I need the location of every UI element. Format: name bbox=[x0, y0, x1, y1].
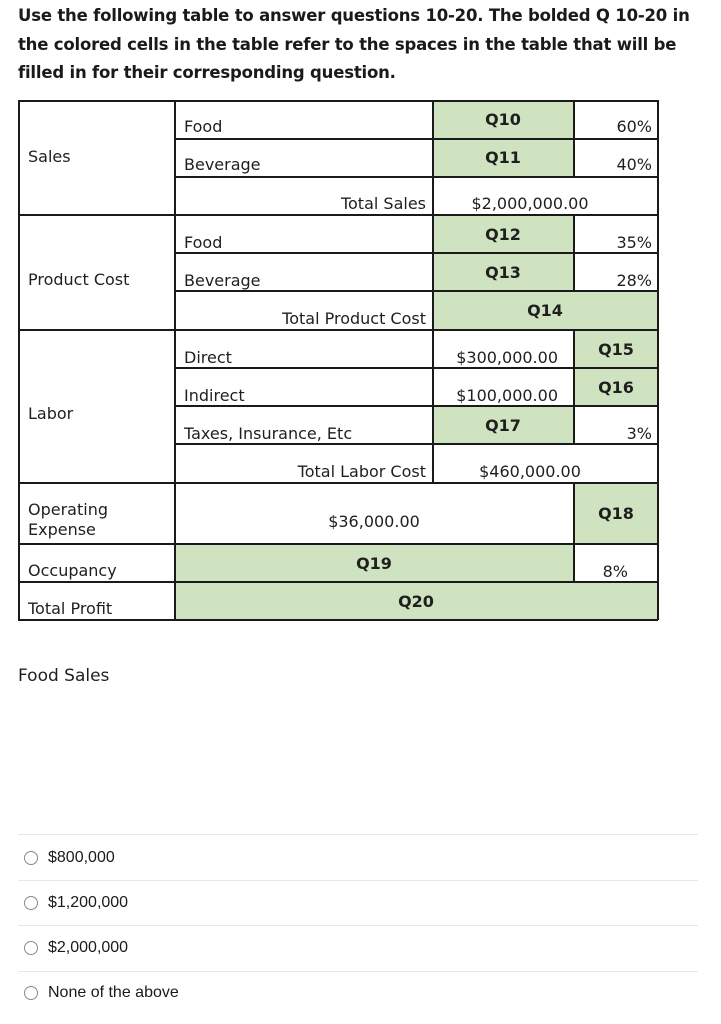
section-divider bbox=[18, 214, 658, 216]
option-none-of-the-above[interactable]: None of the above bbox=[24, 981, 179, 1005]
option-label: $2,000,000 bbox=[48, 939, 129, 956]
column-divider bbox=[174, 100, 176, 620]
row-divider bbox=[174, 405, 658, 407]
option-800000[interactable]: $800,000 bbox=[24, 846, 115, 870]
total-sales-label: Total Sales bbox=[340, 193, 426, 213]
cell-q13: Q13 bbox=[432, 253, 574, 291]
row-divider bbox=[174, 176, 658, 178]
option-label: None of the above bbox=[48, 984, 179, 1001]
cell-q18: Q18 bbox=[574, 483, 658, 544]
option-2000000[interactable]: $2,000,000 bbox=[24, 936, 128, 960]
row-label-product-cost: Product Cost bbox=[28, 270, 130, 289]
row-divider bbox=[174, 138, 658, 140]
column-divider bbox=[573, 214, 575, 291]
column-divider bbox=[432, 443, 434, 483]
column-divider bbox=[432, 100, 434, 177]
radio-button[interactable] bbox=[24, 851, 38, 865]
product-cost-beverage-pct: 28% bbox=[616, 270, 652, 290]
product-cost-beverage-label: Beverage bbox=[184, 270, 261, 290]
sales-food-pct: 60% bbox=[616, 116, 652, 136]
cell-q17: Q17 bbox=[432, 406, 574, 444]
section-divider bbox=[18, 581, 658, 583]
total-labor-cost-value: $460,000.00 bbox=[479, 461, 581, 481]
cell-q16: Q16 bbox=[574, 368, 658, 406]
column-divider bbox=[573, 329, 575, 444]
labor-indirect-label: Indirect bbox=[184, 385, 245, 405]
table-right-border bbox=[657, 100, 659, 620]
cost-table: Q10 Q11 Q12 Q13 Q14 Q15 Q16 Q17 Q18 Q19 … bbox=[18, 100, 659, 621]
row-label-operating-expense: Operating Expense bbox=[28, 500, 108, 539]
cell-q15: Q15 bbox=[574, 330, 658, 368]
column-divider bbox=[432, 214, 434, 330]
sales-beverage-pct: 40% bbox=[616, 154, 652, 174]
option-divider bbox=[18, 925, 698, 926]
option-label: $1,200,000 bbox=[48, 894, 129, 911]
cell-q10: Q10 bbox=[432, 100, 574, 138]
product-cost-food-label: Food bbox=[184, 232, 223, 252]
occupancy-pct: 8% bbox=[602, 561, 628, 581]
row-label-occupancy: Occupancy bbox=[28, 561, 117, 580]
cell-q12: Q12 bbox=[432, 215, 574, 253]
total-product-cost-label: Total Product Cost bbox=[282, 308, 426, 328]
row-divider bbox=[174, 443, 658, 445]
sales-food-label: Food bbox=[184, 116, 223, 136]
column-divider bbox=[573, 100, 575, 177]
sales-beverage-label: Beverage bbox=[184, 154, 261, 174]
table-bottom-border bbox=[18, 619, 658, 621]
row-label-total-profit: Total Profit bbox=[28, 599, 113, 618]
cell-q11: Q11 bbox=[432, 138, 574, 176]
cell-q19: Q19 bbox=[174, 544, 574, 582]
labor-direct-value: $300,000.00 bbox=[456, 347, 558, 367]
section-divider bbox=[18, 543, 658, 545]
labor-direct-label: Direct bbox=[184, 347, 232, 367]
option-label: $800,000 bbox=[48, 849, 115, 866]
section-divider bbox=[18, 329, 658, 331]
radio-button[interactable] bbox=[24, 986, 38, 1000]
cell-q20: Q20 bbox=[174, 582, 658, 620]
row-label-labor: Labor bbox=[28, 404, 74, 423]
labor-taxes-label: Taxes, Insurance, Etc bbox=[184, 423, 353, 443]
row-label-sales: Sales bbox=[28, 147, 71, 166]
row-divider bbox=[174, 252, 658, 254]
labor-indirect-value: $100,000.00 bbox=[456, 385, 558, 405]
option-divider bbox=[18, 971, 698, 972]
question-prompt: Food Sales bbox=[18, 666, 110, 686]
labor-taxes-pct: 3% bbox=[626, 423, 652, 443]
radio-button[interactable] bbox=[24, 896, 38, 910]
table-top-border bbox=[18, 100, 658, 102]
option-1200000[interactable]: $1,200,000 bbox=[24, 891, 128, 915]
instructions-text: Use the following table to answer questi… bbox=[18, 6, 690, 82]
column-divider bbox=[432, 176, 434, 215]
cell-q14: Q14 bbox=[432, 291, 658, 329]
column-divider bbox=[432, 329, 434, 444]
total-sales-value: $2,000,000.00 bbox=[471, 193, 589, 213]
operating-expense-value: $36,000.00 bbox=[328, 511, 420, 531]
option-divider bbox=[18, 880, 698, 881]
row-divider bbox=[174, 290, 658, 292]
section-divider bbox=[18, 482, 658, 484]
column-divider bbox=[573, 482, 575, 582]
product-cost-food-pct: 35% bbox=[616, 232, 652, 252]
radio-button[interactable] bbox=[24, 941, 38, 955]
table-left-border bbox=[18, 100, 20, 620]
row-divider bbox=[174, 367, 658, 369]
option-divider bbox=[18, 834, 698, 835]
total-labor-cost-label: Total Labor Cost bbox=[297, 461, 426, 481]
